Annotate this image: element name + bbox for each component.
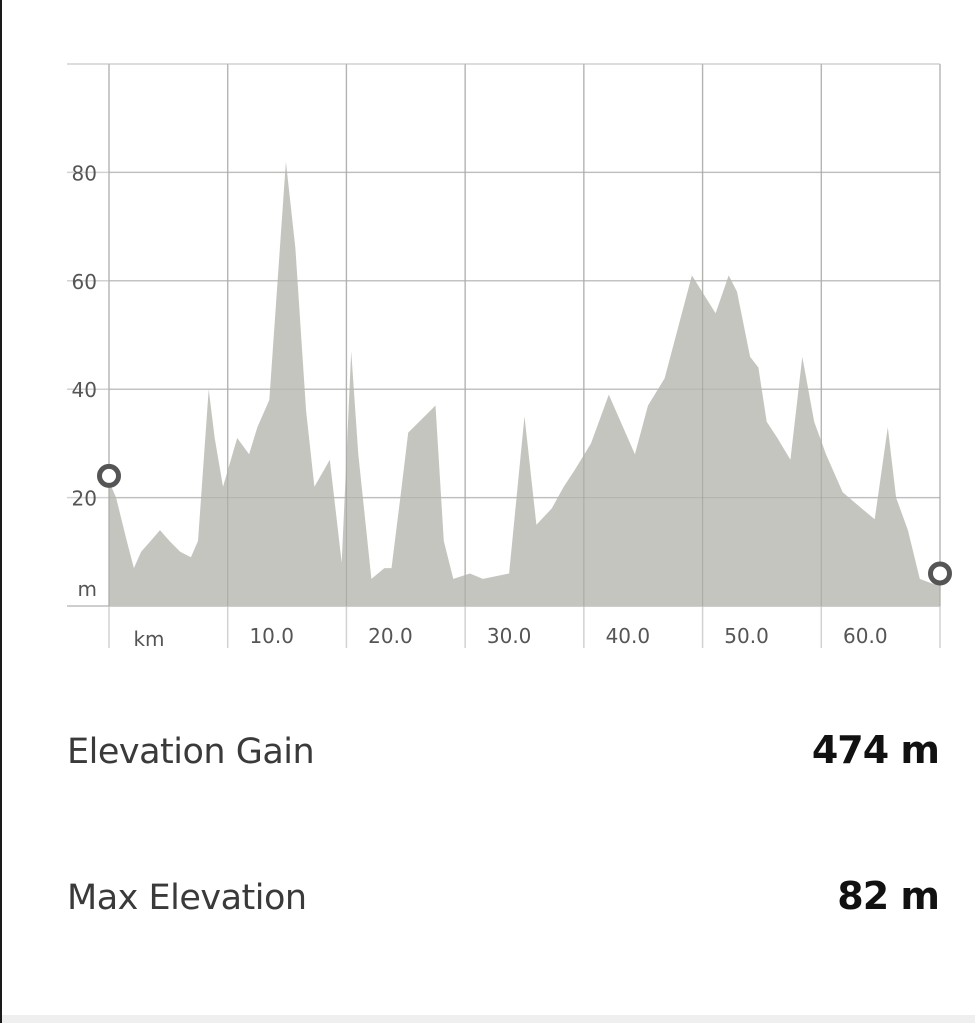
elevation-area: [109, 161, 940, 606]
area-layer: [109, 161, 940, 606]
x-tick-label-40: 40.0: [606, 624, 651, 648]
start-marker: [97, 463, 121, 488]
x-tick-label-30: 30.0: [487, 624, 532, 648]
tick-labels-layer: 20 40 60 80 m km 10.0 20.0 30.0 40.0 50.0 60.0: [72, 161, 888, 651]
x-unit-label: km: [133, 627, 164, 651]
max-elevation-row: Max Elevation 82 m: [67, 874, 940, 918]
bottom-strip: [2, 1015, 975, 1023]
y-unit-label: m: [78, 577, 97, 601]
elevation-profile-chart[interactable]: 20 40 60 80 m km 10.0 20.0 30.0 40.0 50.0 60.0: [0, 0, 975, 660]
x-tick-label-10: 10.0: [249, 624, 294, 648]
x-tick-label-50: 50.0: [724, 624, 769, 648]
elevation-gain-value: 474 m: [811, 728, 940, 772]
x-tick-label-60: 60.0: [843, 624, 888, 648]
marker-layer: [97, 463, 952, 586]
y-tick-label-60: 60: [72, 270, 97, 294]
max-elevation-label: Max Elevation: [67, 878, 307, 918]
y-tick-label-40: 40: [72, 378, 97, 402]
elevation-gain-label: Elevation Gain: [67, 732, 315, 772]
end-marker: [928, 561, 952, 586]
y-tick-label-80: 80: [72, 161, 97, 185]
max-elevation-value: 82 m: [837, 874, 940, 918]
elevation-gain-row: Elevation Gain 474 m: [67, 728, 940, 772]
page-border: [0, 0, 2, 1023]
grid-overlay-layer: [108, 64, 941, 606]
y-tick-label-20: 20: [72, 487, 97, 511]
x-tick-label-20: 20.0: [368, 624, 413, 648]
